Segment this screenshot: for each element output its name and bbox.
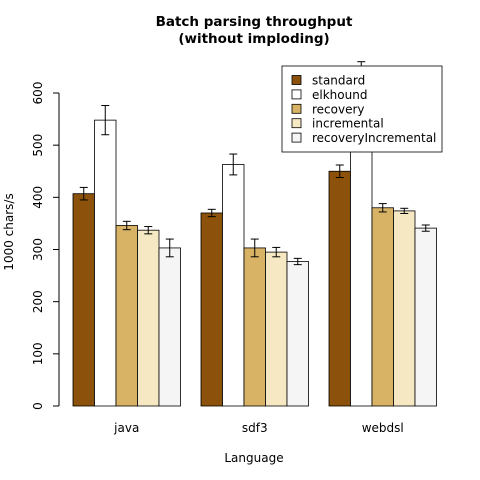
bar	[328, 170, 351, 407]
y-tick-label: 200	[31, 290, 45, 313]
bar	[243, 247, 266, 407]
x-tick-label: webdsl	[362, 421, 404, 435]
legend-label: recoveryIncremental	[312, 131, 436, 145]
legend-swatch	[291, 118, 302, 129]
y-tick-label: 300	[31, 238, 45, 261]
legend-label: incremental	[312, 117, 384, 131]
x-tick-label: java	[113, 421, 139, 435]
bar	[393, 210, 416, 407]
legend: standardelkhoundrecoveryincrementalrecov…	[281, 65, 443, 153]
y-tick-label: 0	[31, 402, 45, 410]
chart-title: Batch parsing throughput	[156, 14, 353, 30]
x-tick-label: sdf3	[242, 421, 268, 435]
legend-label: standard	[312, 74, 365, 88]
y-axis: 0 100 200 300 400 500 600	[31, 82, 60, 410]
bars-group	[72, 74, 437, 407]
bar	[200, 212, 223, 407]
y-tick-label: 100	[31, 342, 45, 365]
bar	[371, 207, 394, 407]
legend-swatch	[291, 89, 302, 100]
bar	[115, 225, 138, 407]
legend-swatch	[291, 75, 302, 85]
bar	[265, 251, 288, 407]
legend-label: recovery	[312, 102, 365, 116]
y-tick-label: 600	[31, 82, 45, 105]
bar	[158, 247, 181, 407]
legend-label: elkhound	[312, 88, 367, 102]
bar	[414, 227, 437, 407]
legend-swatch	[291, 132, 302, 143]
x-axis-label: Language	[224, 451, 283, 465]
x-axis: java sdf3 webdsl	[113, 421, 404, 435]
legend-box	[281, 65, 443, 153]
y-tick-label: 500	[31, 134, 45, 157]
legend-swatch	[291, 103, 302, 114]
bar	[72, 193, 95, 407]
bar	[222, 164, 245, 407]
y-tick-label: 400	[31, 186, 45, 209]
bar	[137, 229, 160, 407]
bar	[286, 261, 309, 407]
chart-subtitle: (without imploding)	[178, 31, 329, 47]
bar	[94, 119, 117, 407]
error-bars-group	[79, 61, 430, 266]
y-axis-label: 1000 chars/s	[2, 193, 16, 270]
